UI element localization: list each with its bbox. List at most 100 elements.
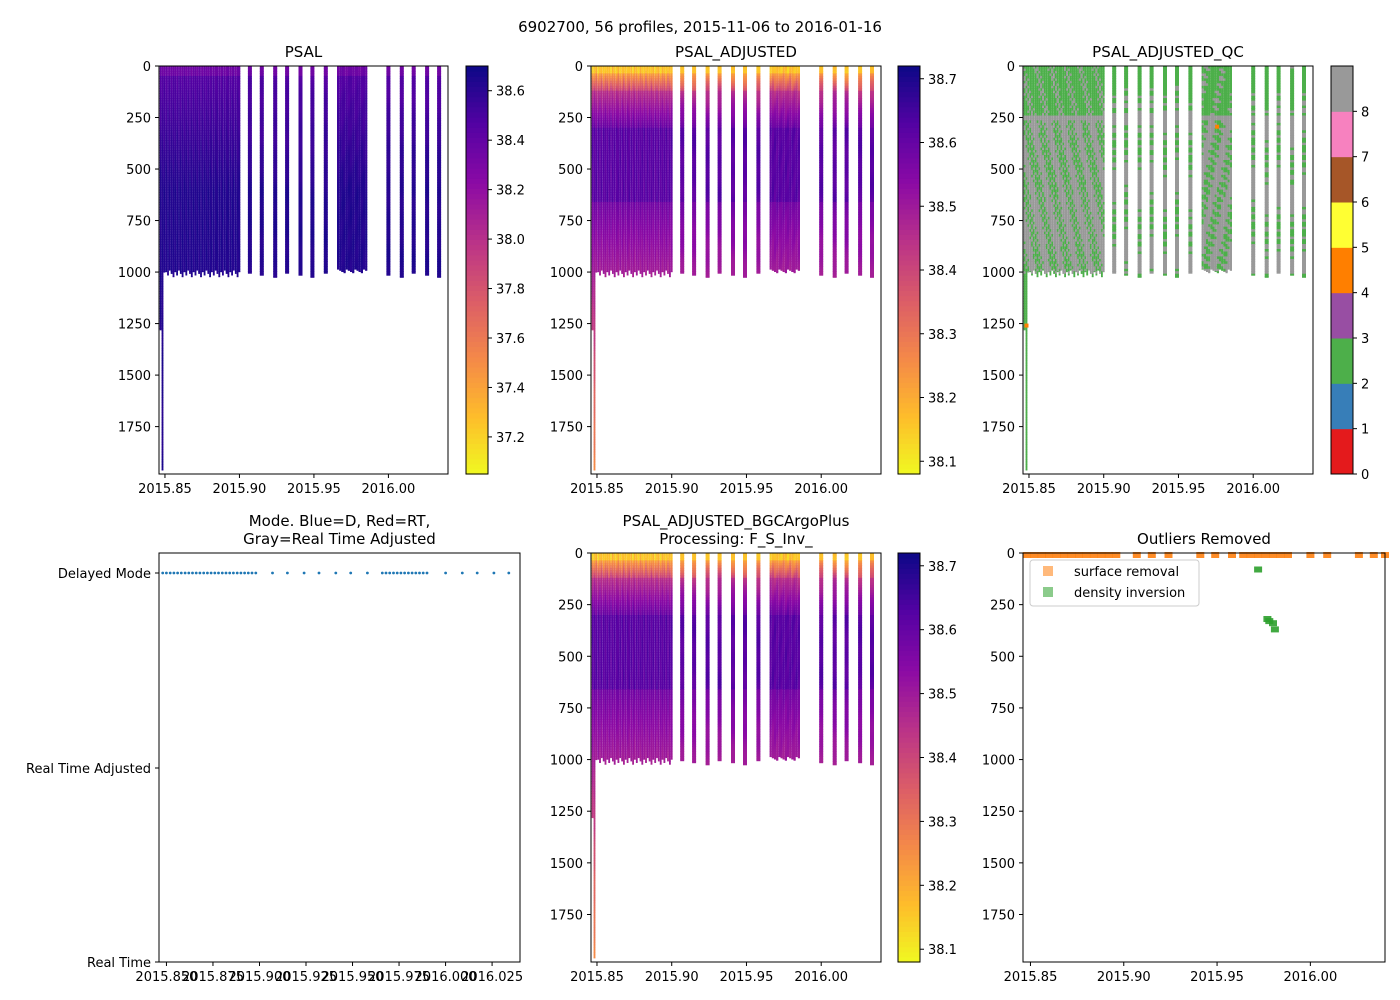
- heatmap-cell: [161, 234, 164, 238]
- heatmap-cell: [233, 113, 235, 117]
- heatmap-cell: [172, 68, 175, 72]
- heatmap-cell: [225, 263, 228, 267]
- heatmap-cell: [161, 335, 164, 339]
- heatmap-cell: [203, 239, 206, 243]
- heatmap-cell: [227, 132, 230, 136]
- heatmap-cell: [196, 169, 199, 173]
- heatmap-cell: [220, 261, 222, 265]
- heatmap-cell: [161, 355, 164, 359]
- heatmap-cell: [190, 150, 193, 154]
- heatmap-cell: [203, 145, 206, 149]
- heatmap-cell: [179, 226, 182, 230]
- heatmap-cell: [285, 271, 290, 274]
- heatmap-cell: [223, 122, 226, 126]
- heatmap-cell: [176, 271, 178, 275]
- heatmap-cell: [172, 127, 175, 131]
- heatmap-cell: [185, 172, 188, 176]
- heatmap-cell: [222, 231, 224, 235]
- heatmap-cell: [159, 320, 162, 324]
- heatmap-cell: [161, 281, 164, 285]
- heatmap-cell: [196, 241, 199, 245]
- heatmap-cell: [178, 172, 180, 176]
- heatmap-cell: [194, 177, 197, 181]
- heatmap-cell: [179, 140, 182, 144]
- heatmap-cell: [203, 177, 206, 181]
- heatmap-cell: [174, 145, 177, 149]
- heatmap-cell: [161, 164, 164, 168]
- heatmap-cell: [200, 209, 202, 213]
- heatmap-cell: [179, 197, 182, 201]
- heatmap-cell: [178, 177, 180, 181]
- heatmap-cell: [179, 142, 182, 146]
- heatmap-cell: [211, 249, 213, 253]
- heatmap-cell: [181, 246, 184, 250]
- heatmap-cell: [192, 132, 195, 136]
- heatmap-cell: [167, 199, 169, 203]
- heatmap-cell: [181, 132, 184, 136]
- heatmap-cell: [205, 199, 208, 203]
- heatmap-cell: [238, 172, 241, 176]
- heatmap-cell: [203, 202, 206, 206]
- heatmap-cell: [179, 150, 182, 154]
- heatmap-cell: [225, 229, 228, 233]
- heatmap-cell: [214, 78, 217, 82]
- heatmap-cell: [192, 261, 195, 265]
- heatmap-cell: [220, 113, 222, 117]
- heatmap-cell: [203, 224, 206, 228]
- heatmap-cell: [218, 246, 221, 250]
- heatmap-cell: [190, 244, 193, 248]
- heatmap-cell: [179, 78, 182, 82]
- heatmap-cell: [238, 162, 241, 166]
- heatmap-cell: [174, 95, 177, 99]
- heatmap-cell: [185, 219, 188, 223]
- heatmap-cell: [218, 157, 221, 161]
- heatmap-cell: [174, 140, 177, 144]
- heatmap-cell: [209, 83, 211, 87]
- heatmap-cell: [227, 184, 230, 188]
- heatmap-cell: [216, 266, 219, 270]
- heatmap-cell: [209, 162, 211, 166]
- heatmap-cell: [190, 276, 193, 278]
- heatmap-cell: [187, 122, 189, 126]
- heatmap-cell: [198, 187, 200, 191]
- heatmap-cell: [196, 140, 199, 144]
- heatmap-cell: [161, 93, 164, 97]
- heatmap-cell: [174, 135, 177, 139]
- heatmap-cell: [174, 80, 177, 84]
- heatmap-cell: [161, 345, 164, 349]
- heatmap-cell: [223, 155, 226, 159]
- heatmap-cell: [179, 236, 182, 240]
- heatmap-cell: [174, 256, 177, 260]
- heatmap-cell: [212, 174, 215, 178]
- heatmap-cell: [183, 179, 186, 183]
- heatmap-cell: [159, 310, 162, 314]
- heatmap-cell: [170, 256, 173, 260]
- heatmap-cell: [209, 172, 211, 176]
- heatmap-cell: [181, 229, 184, 233]
- heatmap-cell: [207, 194, 210, 198]
- heatmap-cell: [205, 194, 208, 198]
- heatmap-cell: [227, 155, 230, 159]
- heatmap-cell: [178, 231, 180, 235]
- heatmap-cell: [187, 78, 189, 82]
- heatmap-cell: [231, 241, 233, 245]
- heatmap-cell: [161, 108, 164, 112]
- heatmap-cell: [198, 113, 200, 117]
- heatmap-cell: [207, 258, 210, 262]
- heatmap-cell: [223, 246, 226, 250]
- heatmap-cell: [159, 305, 162, 309]
- heatmap-cell: [238, 93, 241, 97]
- heatmap-cell: [218, 90, 221, 94]
- heatmap-cell: [159, 147, 162, 151]
- heatmap-cell: [218, 266, 221, 270]
- heatmap-cell: [179, 172, 182, 176]
- heatmap-cell: [178, 244, 180, 248]
- heatmap-cell: [161, 105, 164, 109]
- heatmap-cell: [234, 263, 237, 267]
- heatmap-cell: [227, 261, 230, 265]
- heatmap-cell: [209, 224, 211, 228]
- heatmap-cell: [211, 221, 213, 225]
- heatmap-cell: [167, 83, 169, 87]
- heatmap-cell: [174, 244, 177, 248]
- heatmap-cell: [234, 98, 237, 102]
